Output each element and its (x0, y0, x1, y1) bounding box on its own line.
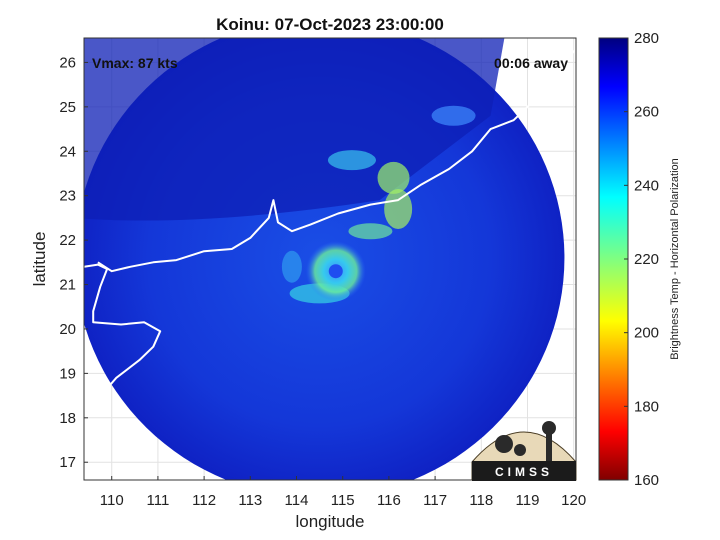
rainband (348, 223, 393, 240)
rainband (281, 250, 302, 283)
coastline (84, 48, 576, 410)
y-tick-labels: 17 18 19 20 21 22 23 24 25 26 (59, 54, 88, 471)
plot-area: 110 111 112 113 114 115 116 117 118 119 120 17 18 19… (59, 37, 586, 509)
x-tick-label: 119 (516, 492, 540, 509)
y-tick-label: 17 (59, 454, 76, 471)
x-tick-label: 118 (469, 492, 493, 509)
time-away-annotation: 00:06 away (494, 55, 568, 71)
y-tick-label: 20 (59, 321, 76, 338)
y-tick-label: 26 (59, 54, 76, 71)
vmax-annotation: Vmax: 87 kts (92, 55, 178, 71)
coastline-leizhou-hainan (84, 263, 162, 410)
cimss-logo: CIMSS (471, 421, 577, 481)
x-tick-label: 114 (285, 492, 309, 509)
y-tick-label: 24 (59, 143, 76, 160)
colorbar-tick-label: 280 (634, 30, 659, 47)
colorbar-tick-labels: 160 180 200 220 240 260 280 (624, 30, 659, 489)
colorbar-tick-label: 160 (634, 472, 659, 489)
chart-title: Koinu: 07-Oct-2023 23:00:00 (216, 15, 444, 34)
x-tick-label: 120 (561, 492, 586, 509)
logo-text: CIMSS (495, 465, 553, 479)
y-tick-label: 19 (59, 365, 76, 382)
colorbar-tick-label: 180 (634, 398, 659, 415)
x-tick-label: 117 (423, 492, 447, 509)
x-tick-label: 113 (238, 492, 262, 509)
x-tick-label: 110 (100, 492, 124, 509)
colorbar-tick-label: 220 (634, 251, 659, 268)
rainband (327, 150, 376, 171)
rainband (384, 189, 413, 230)
storm-eye (328, 264, 343, 279)
colorbar-tick-label: 260 (634, 104, 659, 121)
coastline-mainland (97, 48, 576, 273)
x-tick-label: 115 (331, 492, 355, 509)
x-tick-label: 111 (147, 492, 170, 509)
x-tick-labels: 110 111 112 113 114 115 116 117 118 119 120 (100, 476, 586, 509)
y-tick-label: 22 (59, 232, 76, 249)
rainband (431, 105, 476, 126)
colorbar-tick-label: 200 (634, 325, 659, 342)
x-tick-label: 112 (192, 492, 216, 509)
y-tick-label: 25 (59, 99, 76, 116)
rainband (377, 161, 410, 194)
brightness-swath (84, 38, 565, 480)
colorbar: 160 180 200 220 240 260 280 Brightness Temp - … (598, 30, 681, 489)
y-tick-label: 21 (59, 277, 76, 294)
plot-frame (83, 37, 577, 481)
y-tick-label: 23 (59, 188, 76, 205)
y-tick-label: 18 (59, 410, 76, 427)
colorbar-gradient (598, 37, 629, 481)
x-axis-label: longitude (295, 512, 364, 531)
y-axis-label: latitude (30, 232, 49, 287)
x-tick-label: 116 (377, 492, 401, 509)
colorbar-tick-label: 240 (634, 177, 659, 194)
colorbar-label: Brightness Temp - Horizontal Polarizatio… (669, 158, 681, 360)
